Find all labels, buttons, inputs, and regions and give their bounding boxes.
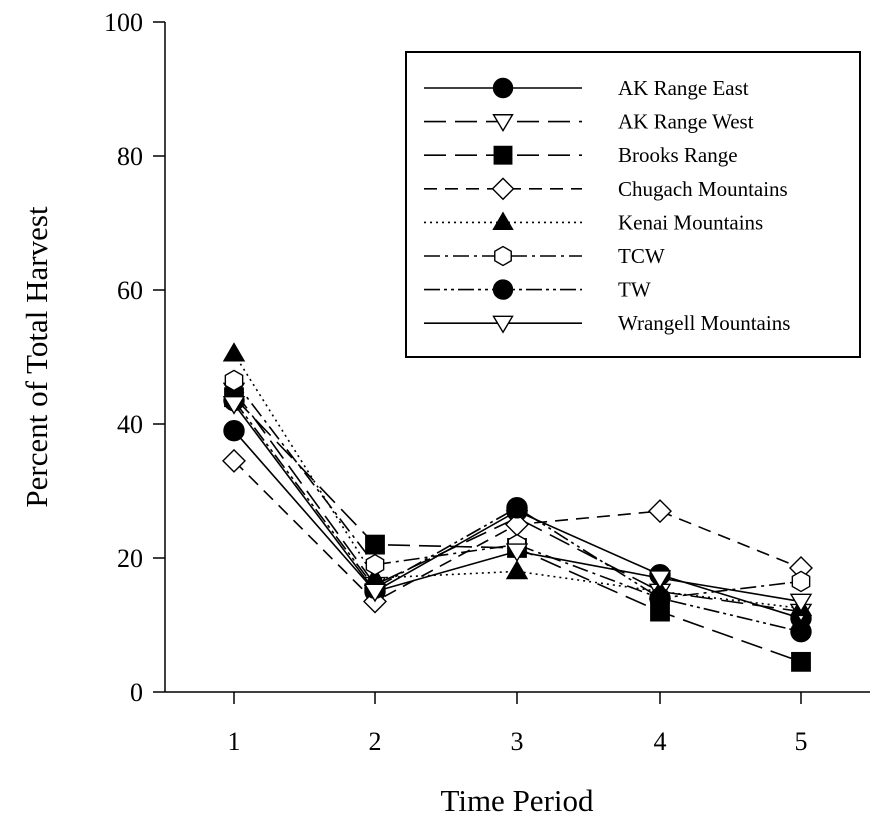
legend-label: Wrangell Mountains — [618, 311, 790, 335]
square-marker — [365, 534, 385, 555]
circle-marker — [492, 279, 514, 300]
legend-label: Chugach Mountains — [618, 177, 788, 201]
y-tick-label: 40 — [117, 410, 143, 439]
triangle-down-marker — [363, 583, 387, 603]
series-line — [233, 390, 802, 613]
y-ticks: 0 20 40 60 80 100 — [104, 8, 165, 707]
series-wrangell-mountains — [222, 396, 813, 613]
triangle-down-marker — [505, 543, 529, 563]
circle-marker — [223, 420, 245, 442]
triangle-down-marker — [789, 593, 813, 613]
legend-entry: AK Range West — [424, 110, 754, 134]
y-tick-label: 100 — [104, 8, 143, 37]
x-ticks: 1 2 3 4 5 — [228, 692, 808, 756]
hexagon-marker — [494, 245, 512, 267]
legend-entry: Wrangell Mountains — [424, 311, 790, 335]
y-tick-label: 20 — [117, 544, 143, 573]
series-line — [233, 400, 802, 633]
legend-entry: Brooks Range — [424, 143, 738, 167]
square-marker — [493, 145, 513, 165]
series-layer — [222, 342, 813, 672]
y-tick-label: 60 — [117, 276, 143, 305]
triangle-down-marker — [222, 396, 246, 415]
legend-label: Kenai Mountains — [618, 210, 763, 234]
triangle-up-marker — [492, 211, 514, 230]
circle-marker — [649, 587, 671, 609]
y-tick-label: 0 — [130, 678, 143, 707]
legend: AK Range East AK Range West Brooks Range Ch… — [405, 51, 861, 358]
legend-label: Brooks Range — [618, 143, 738, 167]
square-marker — [791, 651, 811, 672]
diamond-marker — [222, 448, 246, 473]
x-tick-label: 3 — [511, 727, 524, 756]
circle-marker — [790, 621, 812, 643]
legend-entry: Chugach Mountains — [424, 177, 788, 201]
diamond-marker — [491, 177, 515, 201]
series-tw — [223, 389, 812, 643]
legend-entry: AK Range East — [424, 76, 749, 100]
x-tick-label: 4 — [654, 727, 667, 756]
circle-marker — [506, 497, 528, 519]
legend-box — [405, 51, 861, 358]
x-tick-label: 5 — [795, 727, 808, 756]
triangle-down-marker — [648, 570, 672, 589]
hexagon-marker — [224, 369, 244, 392]
triangle-up-marker — [222, 342, 246, 362]
triangle-up-marker — [505, 560, 529, 580]
triangle-down-marker — [492, 114, 514, 132]
legend-entry: TW — [424, 278, 651, 302]
x-axis-title: Time Period — [440, 783, 594, 816]
legend-entry: TCW — [424, 244, 665, 268]
x-tick-label: 2 — [369, 727, 382, 756]
y-axis-title: Percent of Total Harvest — [19, 206, 54, 508]
legend-label: AK Range West — [618, 110, 754, 134]
series-line — [233, 379, 802, 600]
legend-label: AK Range East — [618, 76, 749, 100]
diamond-marker — [648, 499, 672, 524]
x-tick-label: 1 — [228, 727, 241, 756]
hexagon-marker — [791, 570, 811, 593]
triangle-down-marker — [492, 315, 514, 334]
legend-label: TCW — [618, 244, 665, 268]
legend-entry: Kenai Mountains — [424, 210, 763, 234]
legend-label: TW — [618, 278, 651, 302]
circle-marker — [492, 77, 514, 99]
y-tick-label: 80 — [117, 142, 143, 171]
hexagon-marker — [365, 553, 385, 576]
